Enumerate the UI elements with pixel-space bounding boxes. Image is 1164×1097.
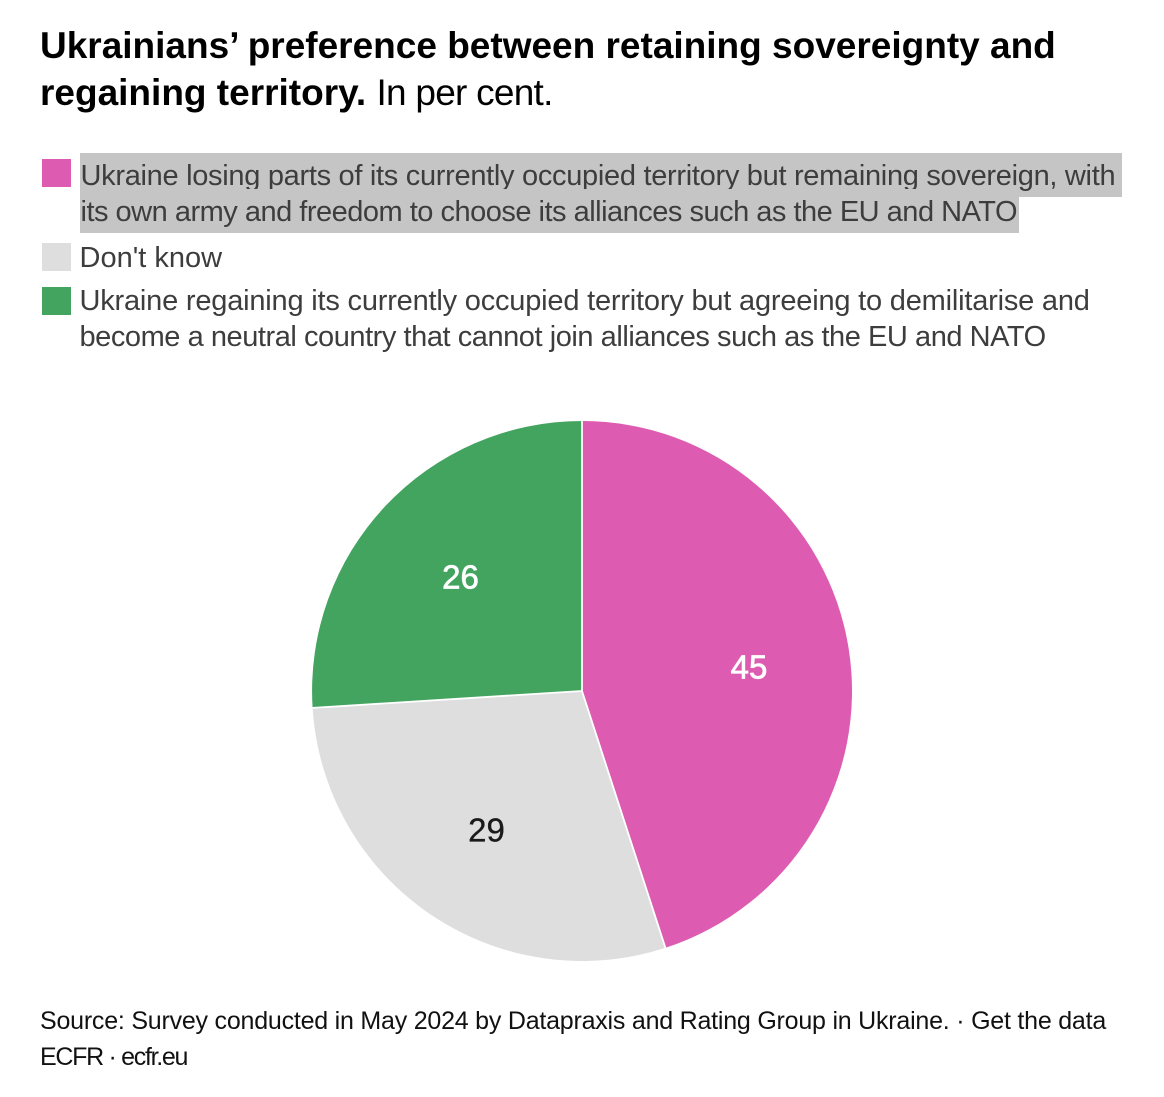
svg-text:26: 26 [442,559,479,596]
svg-text:45: 45 [731,649,768,686]
svg-text:29: 29 [468,812,505,849]
